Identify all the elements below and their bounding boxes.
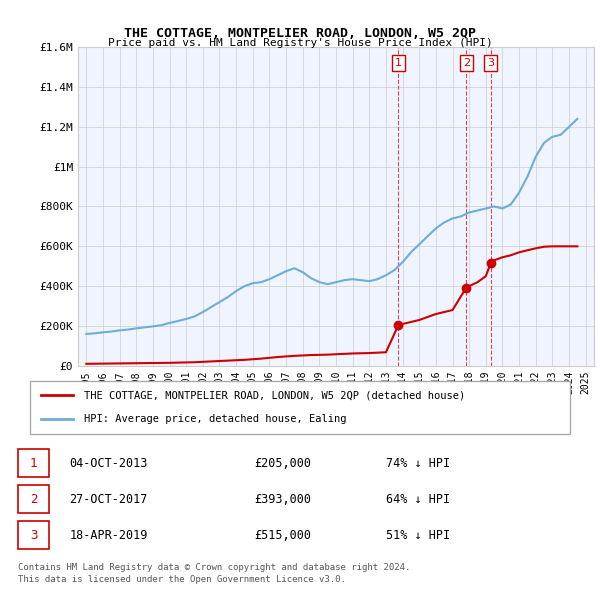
Text: THE COTTAGE, MONTPELIER ROAD, LONDON, W5 2QP (detached house): THE COTTAGE, MONTPELIER ROAD, LONDON, W5… (84, 391, 465, 401)
Text: HPI: Average price, detached house, Ealing: HPI: Average price, detached house, Eali… (84, 414, 347, 424)
FancyBboxPatch shape (18, 522, 49, 549)
Text: 3: 3 (487, 58, 494, 68)
Text: THE COTTAGE, MONTPELIER ROAD, LONDON, W5 2QP: THE COTTAGE, MONTPELIER ROAD, LONDON, W5… (124, 27, 476, 40)
Text: 1: 1 (30, 457, 37, 470)
Text: 18-APR-2019: 18-APR-2019 (70, 529, 148, 542)
FancyBboxPatch shape (30, 381, 570, 434)
Text: 74% ↓ HPI: 74% ↓ HPI (386, 457, 451, 470)
Text: 3: 3 (30, 529, 37, 542)
Text: 04-OCT-2013: 04-OCT-2013 (70, 457, 148, 470)
FancyBboxPatch shape (18, 450, 49, 477)
Text: Contains HM Land Registry data © Crown copyright and database right 2024.: Contains HM Land Registry data © Crown c… (18, 563, 410, 572)
Text: 64% ↓ HPI: 64% ↓ HPI (386, 493, 451, 506)
Text: £205,000: £205,000 (254, 457, 311, 470)
Text: 51% ↓ HPI: 51% ↓ HPI (386, 529, 451, 542)
Text: 2: 2 (463, 58, 470, 68)
Text: £515,000: £515,000 (254, 529, 311, 542)
Text: £393,000: £393,000 (254, 493, 311, 506)
FancyBboxPatch shape (18, 486, 49, 513)
Text: Price paid vs. HM Land Registry's House Price Index (HPI): Price paid vs. HM Land Registry's House … (107, 38, 493, 48)
Text: 1: 1 (395, 58, 402, 68)
Text: This data is licensed under the Open Government Licence v3.0.: This data is licensed under the Open Gov… (18, 575, 346, 584)
Text: 2: 2 (30, 493, 37, 506)
Text: 27-OCT-2017: 27-OCT-2017 (70, 493, 148, 506)
